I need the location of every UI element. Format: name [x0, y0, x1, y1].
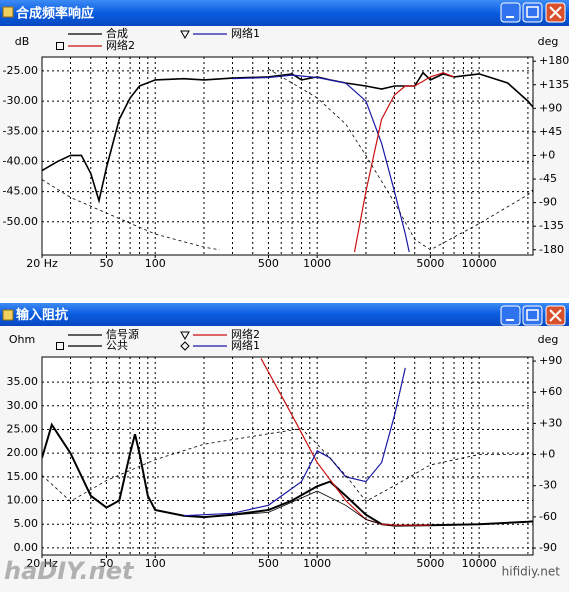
- y2-tick-label: -30: [539, 479, 557, 492]
- watermark: hifidiy.net: [502, 565, 561, 579]
- x-tick-label: 100: [145, 257, 166, 270]
- legend-symbol: [180, 331, 190, 341]
- x-tick-label: 5000: [416, 557, 444, 570]
- y2-tick-label: +30: [539, 416, 562, 429]
- legend-symbol: [56, 342, 64, 350]
- legend-label: 网络1: [231, 26, 260, 40]
- y2-tick-label: +0: [539, 448, 555, 461]
- series-line: [353, 72, 455, 253]
- y-tick-label: 30.00: [7, 399, 39, 412]
- y-axis-label: Ohm: [9, 333, 35, 346]
- y-tick-label: -50.00: [3, 215, 38, 228]
- x-tick-label: 100: [145, 557, 166, 570]
- x-tick-label: 5000: [416, 257, 444, 270]
- x-tick-label: 50: [99, 257, 113, 270]
- title-bar: [0, 303, 569, 326]
- legend-label: 网络2: [231, 327, 260, 341]
- y-tick-label: -25.00: [3, 64, 38, 77]
- window-title: 合成频率响应: [16, 6, 94, 22]
- legend-label: 网络1: [231, 338, 260, 352]
- y2-tick-label: +0: [539, 148, 555, 161]
- y2-tick-label: -90: [539, 196, 557, 209]
- icon: [549, 309, 562, 322]
- y2-tick-label: +60: [539, 385, 562, 398]
- y-tick-label: -35.00: [3, 124, 38, 137]
- plot-area: [41, 356, 534, 556]
- icon: [526, 309, 539, 321]
- series-line: [42, 68, 533, 251]
- y-tick-label: 25.00: [7, 422, 39, 435]
- legend-symbol: [180, 341, 190, 351]
- y-tick-label: 10.00: [7, 494, 39, 507]
- y-tick-label: 20.00: [7, 446, 39, 459]
- y-tick-label: -30.00: [3, 94, 38, 107]
- y2-tick-label: +45: [539, 125, 562, 138]
- y2-tick-label: -135: [539, 219, 564, 232]
- x-tick-label: 10000: [462, 257, 497, 270]
- x-tick-label: 500: [258, 557, 279, 570]
- plot-area: [41, 56, 534, 256]
- minimize-button[interactable]: [500, 305, 521, 326]
- y2-tick-label: +90: [539, 354, 562, 367]
- icon: [549, 6, 562, 19]
- y-tick-label: 5.00: [14, 517, 39, 530]
- minimize-button[interactable]: [500, 2, 521, 23]
- series-line: [42, 71, 533, 204]
- window-icon: [2, 6, 14, 18]
- y-tick-label: -40.00: [3, 154, 38, 167]
- watermark: haDIY.net: [4, 557, 135, 585]
- y2-tick-label: +90: [539, 101, 562, 114]
- window-title: 输入阻抗: [16, 307, 68, 323]
- maximize-button[interactable]: [522, 305, 543, 326]
- y-tick-label: 15.00: [7, 470, 39, 483]
- y2-tick-label: +180: [539, 54, 569, 67]
- window-icon: [2, 309, 14, 321]
- y2-tick-label: +135: [539, 78, 569, 91]
- y-tick-label: -45.00: [3, 185, 38, 198]
- y-axis-label: dB: [15, 35, 30, 48]
- y2-tick-label: -180: [539, 243, 564, 256]
- x-tick-label: 50: [99, 557, 113, 570]
- y2-axis-label: deg: [538, 35, 559, 48]
- maximize-button[interactable]: [522, 2, 543, 23]
- x-tick-label: 1000: [303, 257, 331, 270]
- legend-label: 信号源: [106, 327, 139, 341]
- x-tick-label: 10000: [462, 557, 497, 570]
- x-tick-label: 1000: [303, 557, 331, 570]
- y2-tick-label: -60: [539, 510, 557, 523]
- title-bar: [0, 0, 569, 26]
- legend-symbol: [56, 42, 64, 50]
- series-line: [260, 358, 431, 526]
- x-tick-label: 20 Hz: [26, 257, 58, 270]
- x-tick-label: 20 Hz: [26, 557, 58, 570]
- legend-label: 合成: [106, 26, 128, 40]
- y2-tick-label: -45: [539, 172, 557, 185]
- legend-label: 公共: [106, 339, 128, 352]
- series-line: [42, 428, 528, 502]
- y2-tick-label: -90: [539, 541, 557, 554]
- y-tick-label: 0.00: [14, 541, 39, 554]
- y-tick-label: 35.00: [7, 375, 39, 388]
- series-line: [203, 490, 382, 525]
- x-tick-label: 500: [258, 257, 279, 270]
- series-line: [183, 367, 406, 517]
- legend-symbol: [180, 30, 190, 40]
- legend-label: 网络2: [106, 38, 135, 52]
- icon: [526, 6, 539, 18]
- y2-axis-label: deg: [538, 333, 559, 346]
